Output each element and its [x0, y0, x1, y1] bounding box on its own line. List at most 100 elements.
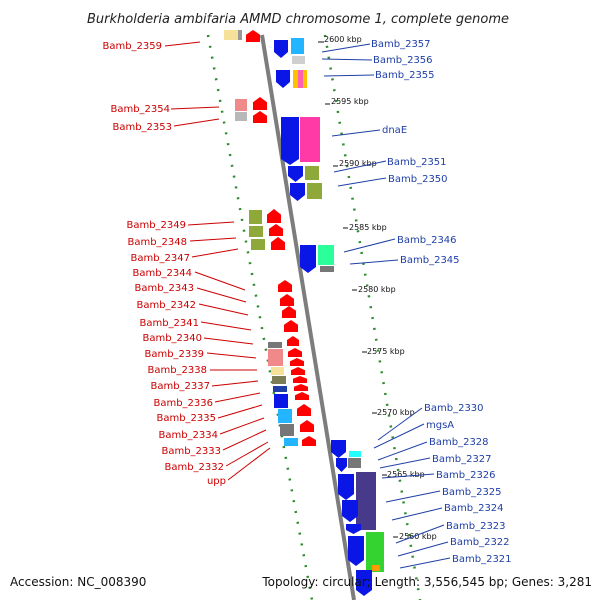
- gene-arrow-2341: [284, 320, 298, 332]
- gene-block-2345: [320, 266, 334, 272]
- gene-arrow-2335: [295, 392, 309, 400]
- gene-arrow-2332: [302, 436, 316, 446]
- gene-arrow-2337: [293, 376, 307, 383]
- gene-label-bamb-2335[interactable]: Bamb_2335: [156, 413, 216, 424]
- gene-block-2346: [318, 245, 334, 265]
- gene-label-bamb-2337[interactable]: Bamb_2337: [150, 381, 210, 392]
- left-gene-labels: Bamb_2359 Bamb_2354 Bamb_2353 Bamb_2349 …: [102, 41, 271, 487]
- gene-arrow-2350: [290, 183, 305, 201]
- gene-label-bamb-2326[interactable]: Bamb_2326: [436, 470, 496, 481]
- gene-label-bamb-2345[interactable]: Bamb_2345: [400, 255, 460, 266]
- gene-arrow-2338: [291, 367, 305, 375]
- gene-arrow-2357: [274, 40, 288, 58]
- gene-label-bamb-2359[interactable]: Bamb_2359: [102, 41, 162, 52]
- gene-label-bamb-2353[interactable]: Bamb_2353: [112, 122, 172, 133]
- gene-label-bamb-2341[interactable]: Bamb_2341: [139, 318, 199, 329]
- gene-arrow-2343: [280, 294, 294, 306]
- gene-label-bamb-2351[interactable]: Bamb_2351: [387, 157, 447, 168]
- gene-block-mgsa: [349, 451, 361, 457]
- gene-label-bamb-2357[interactable]: Bamb_2357: [371, 39, 431, 50]
- gene-label-bamb-2356[interactable]: Bamb_2356: [373, 55, 433, 66]
- tick-2580: 2580 kbp: [358, 285, 396, 294]
- gene-label-bamb-2355[interactable]: Bamb_2355: [375, 70, 435, 81]
- gene-label-bamb-2325[interactable]: Bamb_2325: [442, 487, 502, 498]
- gene-block-2353: [235, 112, 247, 121]
- gene-arrow-2327: [336, 458, 347, 472]
- gene-arrow-2323: [346, 524, 361, 534]
- gene-label-bamb-2333[interactable]: Bamb_2333: [161, 446, 221, 457]
- gene-label-bamb-2328[interactable]: Bamb_2328: [429, 437, 489, 448]
- inner-dotted-ring: [206, 34, 314, 600]
- gene-label-bamb-2347[interactable]: Bamb_2347: [130, 253, 190, 264]
- gene-label-bamb-2324[interactable]: Bamb_2324: [444, 503, 504, 514]
- topology-text: Topology: circular; Length: 3,556,545 bp…: [261, 575, 592, 589]
- gene-block-2336a: [273, 386, 287, 392]
- gene-label-bamb-2354[interactable]: Bamb_2354: [110, 104, 170, 115]
- gene-label-bamb-2349[interactable]: Bamb_2349: [126, 220, 186, 231]
- gene-arrow-2339b: [290, 358, 304, 366]
- gene-features: [224, 30, 384, 596]
- gene-arrow-2342: [282, 306, 296, 318]
- gene-label-bamb-2350[interactable]: Bamb_2350: [388, 174, 448, 185]
- gene-block-2347: [251, 239, 265, 250]
- tick-2575: 2575 kbp: [367, 347, 405, 356]
- chromosome-backbone: [260, 34, 356, 600]
- gene-block-2334: [280, 424, 294, 436]
- gene-label-bamb-2330[interactable]: Bamb_2330: [424, 403, 484, 414]
- gene-label-bamb-2334[interactable]: Bamb_2334: [158, 430, 218, 441]
- tick-2585: 2585 kbp: [349, 223, 387, 232]
- gene-label-mgsa[interactable]: mgsA: [426, 420, 454, 431]
- gene-label-bamb-2339[interactable]: Bamb_2339: [144, 349, 204, 360]
- gene-label-bamb-2327[interactable]: Bamb_2327: [432, 454, 492, 465]
- gene-block-2350: [307, 183, 322, 199]
- tick-2560: 2560 kbp: [399, 532, 437, 541]
- gene-label-bamb-2338[interactable]: Bamb_2338: [147, 365, 207, 376]
- gene-block-top-yellow: [224, 30, 238, 40]
- gene-block-2321: [372, 565, 380, 571]
- gene-stripe-2355-b: [298, 70, 303, 88]
- gene-arrow-top-red: [246, 30, 260, 42]
- tick-2590: 2590 kbp: [339, 159, 377, 168]
- tick-2570: 2570 kbp: [377, 408, 415, 417]
- gene-label-bamb-2344[interactable]: Bamb_2344: [132, 268, 192, 279]
- outer-dotted-ring: [323, 34, 422, 600]
- gene-label-bamb-2323[interactable]: Bamb_2323: [446, 521, 506, 532]
- gene-label-bamb-2342[interactable]: Bamb_2342: [136, 300, 196, 311]
- dotted-rings: [206, 34, 422, 600]
- gene-label-bamb-2332[interactable]: Bamb_2332: [164, 462, 224, 473]
- gene-label-bamb-2322[interactable]: Bamb_2322: [450, 537, 510, 548]
- gene-arrow-2333: [300, 420, 314, 432]
- gene-label-bamb-2340[interactable]: Bamb_2340: [142, 333, 202, 344]
- tick-2565: 2565 kbp: [387, 470, 425, 479]
- gene-block-2357: [291, 38, 304, 54]
- accession-text: Accession: NC_008390: [10, 575, 146, 589]
- gene-arrow-2351: [288, 166, 303, 182]
- gene-arrow-2354: [253, 97, 267, 110]
- gene-label-bamb-2346[interactable]: Bamb_2346: [397, 235, 457, 246]
- gene-stripe-2355-a: [293, 70, 298, 88]
- gene-label-bamb-2321[interactable]: Bamb_2321: [452, 554, 512, 565]
- gene-label-upp[interactable]: upp: [207, 476, 226, 487]
- gene-arrow-2326: [338, 474, 354, 500]
- gene-block-2325: [356, 472, 376, 530]
- gene-arrow-2353: [253, 111, 267, 123]
- gene-arrow-2346: [300, 245, 316, 273]
- tick-2595: 2595 kbp: [331, 97, 369, 106]
- gene-block-2338: [271, 367, 284, 375]
- kbp-ticks: 2600 kbp 2595 kbp 2590 kbp 2585 kbp 2580…: [318, 35, 437, 541]
- gene-arrow-2344: [278, 280, 292, 292]
- gene-label-bamb-2336[interactable]: Bamb_2336: [153, 398, 213, 409]
- gene-arrow-2349: [267, 209, 281, 223]
- gene-label-bamb-2343[interactable]: Bamb_2343: [134, 283, 194, 294]
- gene-block-2322: [366, 532, 384, 572]
- gene-arrow-2348: [269, 224, 283, 236]
- gene-arrow-2347: [271, 237, 285, 250]
- gene-label-bamb-2348[interactable]: Bamb_2348: [127, 237, 187, 248]
- gene-arrow-2330: [331, 440, 346, 458]
- gene-block-2356: [292, 56, 305, 64]
- gene-arrow-2334: [297, 404, 311, 416]
- gene-block-2328: [348, 458, 361, 468]
- map-title: Burkholderia ambifaria AMMD chromosome 1…: [87, 12, 509, 27]
- gene-block-dnae: [300, 117, 320, 162]
- gene-label-dnae[interactable]: dnaE: [382, 125, 407, 136]
